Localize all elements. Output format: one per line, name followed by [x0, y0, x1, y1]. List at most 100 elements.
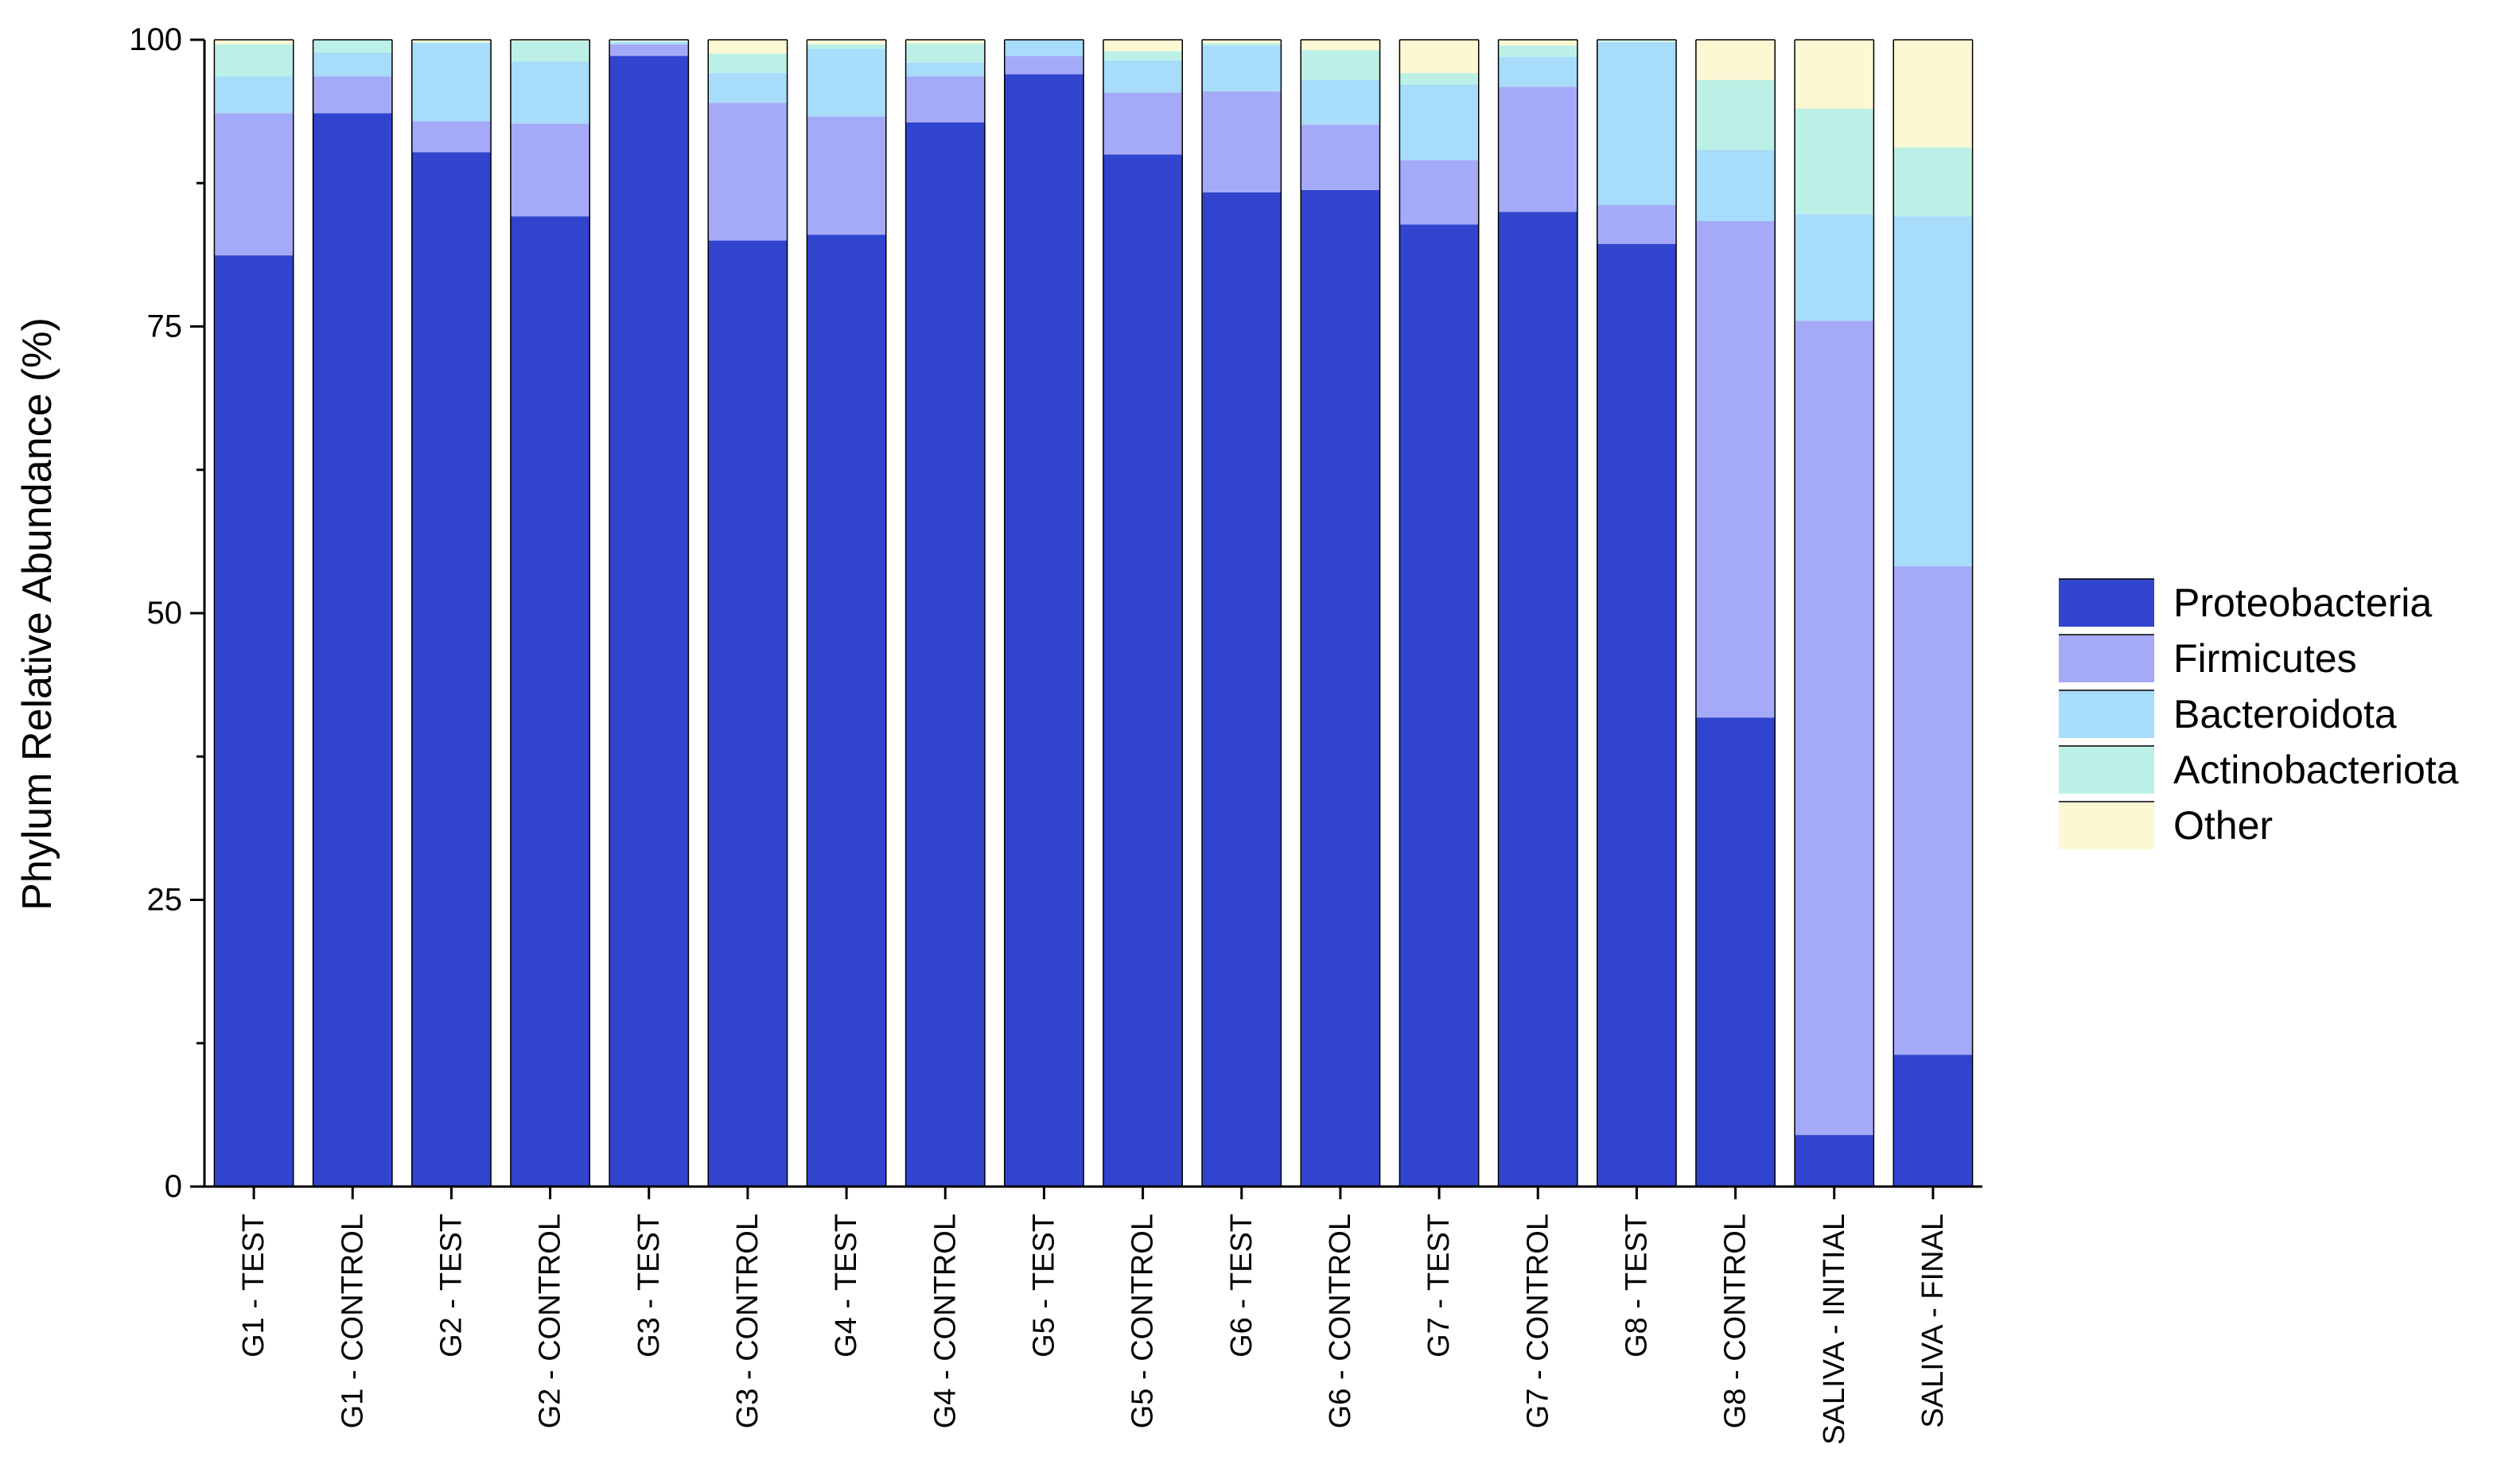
bar-segment-firmicutes [1301, 124, 1380, 190]
legend-label: Actinobacteriota [2173, 748, 2459, 792]
bar-segment-actinobacteriota [1202, 43, 1282, 46]
bar-stack [411, 39, 492, 1187]
legend-item: Firmicutes [2059, 634, 2357, 682]
bar-segment-actinobacteriota [214, 44, 294, 77]
bar-segment-actinobacteriota [1695, 80, 1776, 150]
bar-stack [1597, 39, 1677, 1187]
bar-segment-actinobacteriota [1301, 50, 1380, 80]
y-tick-label: 25 [147, 883, 183, 918]
x-tick-label: G3 - CONTROL [731, 1214, 764, 1428]
x-tick-label: G6 - CONTROL [1324, 1214, 1357, 1428]
bar-segment-actinobacteriota [708, 53, 788, 73]
x-tick-label: G7 - TEST [1422, 1214, 1456, 1358]
bar-segment-other [1399, 40, 1479, 73]
x-tick-label: G4 - CONTROL [928, 1214, 962, 1428]
bar-segment-proteobacteria [1103, 154, 1183, 1187]
bar-segment-bacteroidota [1498, 56, 1577, 87]
bar-segment-bacteroidota [1103, 60, 1183, 93]
legend-label: Other [2173, 803, 2273, 848]
bar-segment-bacteroidota [1004, 40, 1084, 56]
bar-segment-actinobacteriota [411, 41, 492, 44]
bar-segment-actinobacteriota [1103, 51, 1183, 60]
y-tick-label: 50 [147, 596, 183, 631]
legend-swatch [2059, 579, 2154, 627]
bar-segment-firmicutes [1399, 160, 1479, 225]
bar-segment-firmicutes [1893, 565, 1973, 1055]
bar-segment-actinobacteriota [510, 41, 590, 62]
bar-segment-other [1498, 40, 1577, 46]
bar-segment-firmicutes [214, 113, 294, 256]
x-tick-label: G2 - TEST [434, 1214, 468, 1358]
bar-segment-actinobacteriota [807, 44, 886, 49]
bar-segment-firmicutes [905, 76, 985, 122]
legend-swatch [2059, 802, 2154, 849]
bar-segment-firmicutes [1103, 92, 1183, 155]
bar-segment-bacteroidota [708, 72, 788, 103]
bar-segment-other [1795, 40, 1874, 109]
bar-stack [1794, 39, 1875, 1187]
legend-label: Firmicutes [2173, 636, 2357, 681]
x-tick-label: G7 - CONTROL [1521, 1214, 1554, 1428]
bar-segment-proteobacteria [1695, 717, 1776, 1187]
x-tick-label: G5 - CONTROL [1126, 1214, 1160, 1428]
bar-segment-proteobacteria [1004, 74, 1084, 1187]
legend-item: Bacteroidota [2059, 690, 2397, 738]
bar-segment-proteobacteria [807, 235, 886, 1187]
bar-stack [213, 39, 294, 1187]
bar-segment-proteobacteria [214, 255, 294, 1187]
bar-segment-firmicutes [1795, 320, 1874, 1136]
bar-stack [609, 39, 690, 1187]
bar-segment-proteobacteria [510, 216, 590, 1187]
bar-segment-other [1202, 40, 1282, 44]
bar-segment-firmicutes [510, 123, 590, 217]
bar-stack [1398, 39, 1480, 1187]
bar-segment-bacteroidota [214, 76, 294, 114]
legend: Proteobacteria Firmicutes Bacteroidota Acti… [2059, 578, 2459, 849]
bar-segment-proteobacteria [411, 152, 492, 1187]
y-tick-label: 100 [129, 22, 182, 57]
bar-segment-firmicutes [411, 121, 492, 153]
legend-label: Bacteroidota [2173, 692, 2397, 736]
bar-segment-other [1893, 40, 1973, 148]
bar-segment-firmicutes [1498, 87, 1577, 212]
bar-stack [1201, 39, 1282, 1187]
legend-item: Proteobacteria [2059, 578, 2432, 627]
bar-segment-proteobacteria [609, 56, 689, 1187]
bar-segment-proteobacteria [708, 240, 788, 1187]
legend-item: Other [2059, 801, 2273, 849]
bar-segment-other [905, 40, 985, 44]
bar-stack [1893, 39, 1974, 1187]
x-tick-label: G3 - TEST [632, 1214, 666, 1358]
x-tick-label: G6 - TEST [1225, 1214, 1258, 1358]
bar-segment-actinobacteriota [1795, 108, 1874, 215]
x-tick-label: G4 - TEST [830, 1214, 863, 1358]
bar-segment-proteobacteria [1893, 1055, 1973, 1187]
bar-segment-bacteroidota [1893, 216, 1973, 566]
bar-segment-bacteroidota [313, 52, 392, 77]
bar-stack [1300, 39, 1381, 1187]
bar-segment-proteobacteria [905, 122, 985, 1187]
bar-stack [1695, 39, 1776, 1187]
bar-segment-bacteroidota [1597, 41, 1677, 205]
bar-segment-proteobacteria [1399, 224, 1479, 1187]
y-tick-label: 75 [147, 309, 183, 344]
bar-segment-bacteroidota [411, 43, 492, 122]
x-tick-label: SALIVA - INITIAL [1818, 1214, 1851, 1445]
bar-segment-actinobacteriota [313, 40, 392, 52]
bar-segment-actinobacteriota [1893, 147, 1973, 216]
x-tick-label: G1 - CONTROL [336, 1214, 369, 1428]
bar-stack [707, 39, 788, 1187]
bar-segment-proteobacteria [1795, 1135, 1874, 1187]
bar-stack [806, 39, 887, 1187]
bar-segment-firmicutes [1597, 204, 1677, 244]
legend-swatch [2059, 690, 2154, 738]
bar-segment-bacteroidota [609, 41, 689, 45]
bar-segment-actinobacteriota [1498, 45, 1577, 57]
bar-stack [1103, 39, 1183, 1187]
bar-segment-actinobacteriota [905, 43, 985, 63]
bar-segment-bacteroidota [1202, 45, 1282, 91]
legend-item: Actinobacteriota [2059, 745, 2459, 794]
bar-segment-other [1695, 40, 1776, 80]
